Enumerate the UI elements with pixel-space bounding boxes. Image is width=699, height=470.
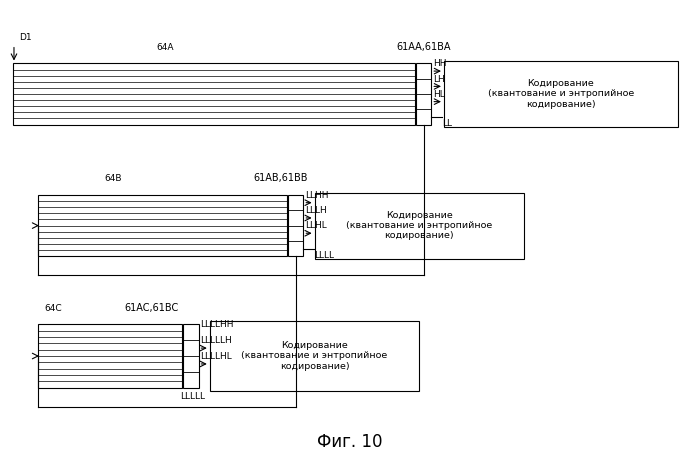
Text: HH: HH — [433, 59, 447, 68]
Bar — [315, 193, 524, 258]
Text: Кодирование
(квантование и энтропийное
кодирование): Кодирование (квантование и энтропийное к… — [488, 79, 634, 109]
Text: HL: HL — [433, 90, 445, 99]
Bar — [38, 195, 287, 256]
Text: 61AA,61BA: 61AA,61BA — [396, 42, 451, 52]
Bar — [210, 321, 419, 391]
Bar — [288, 195, 303, 256]
Text: 64B: 64B — [104, 174, 122, 183]
Text: LL: LL — [442, 119, 452, 128]
Text: LH: LH — [433, 75, 445, 84]
Text: 61AB,61BB: 61AB,61BB — [254, 173, 308, 183]
Text: 64A: 64A — [157, 43, 174, 52]
Text: 64C: 64C — [44, 304, 62, 313]
Text: Фиг. 10: Фиг. 10 — [317, 433, 382, 451]
Bar — [183, 324, 199, 388]
Text: LLHH: LLHH — [305, 191, 329, 200]
Bar — [444, 61, 678, 127]
Text: 61AC,61BC: 61AC,61BC — [124, 303, 179, 313]
Bar — [416, 63, 431, 125]
Text: D1: D1 — [20, 33, 32, 42]
Text: LLLH: LLLH — [305, 206, 327, 215]
Text: Кодирование
(квантование и энтропийное
кодирование): Кодирование (квантование и энтропийное к… — [241, 341, 388, 371]
Bar — [38, 324, 182, 388]
Bar — [13, 63, 415, 125]
Text: LLHL: LLHL — [305, 221, 327, 230]
Text: LLLLHH: LLLLHH — [201, 321, 234, 329]
Text: LLLLL: LLLLL — [180, 392, 205, 401]
Text: LLLL: LLLL — [315, 251, 335, 260]
Text: LLLLLH: LLLLLH — [201, 336, 232, 345]
Text: Кодирование
(квантование и энтропийное
кодирование): Кодирование (квантование и энтропийное к… — [346, 211, 493, 241]
Text: LLLLHL: LLLLHL — [201, 352, 232, 361]
